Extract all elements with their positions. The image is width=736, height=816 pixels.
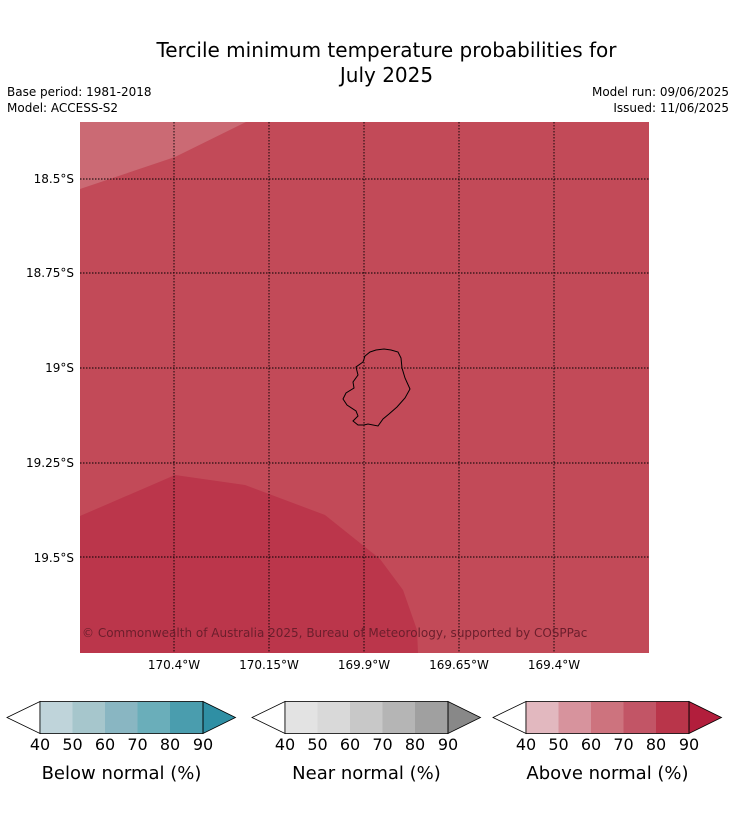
colorbar-near-normal: 40 50 60 70 80 90 Near normal (%) [251, 700, 482, 784]
colorbar-near-swatch-40-50 [285, 701, 318, 734]
colorbar-near-swatch-80-90 [415, 701, 448, 734]
meta-left: Base period: 1981-2018 Model: ACCESS-S2 [7, 84, 152, 116]
colorbar-above-label: Above normal (%) [526, 763, 689, 784]
lat-label-19: 19°S [45, 361, 74, 375]
colorbar-near-tick-40: 40 [274, 735, 296, 754]
colorbar-above-swatch-50-60 [558, 701, 591, 734]
colorbar-below-extend-max [202, 700, 237, 735]
lon-label-170-15: 170.15°W [239, 658, 299, 672]
colorbar-below-swatch-70-80 [137, 701, 170, 734]
colorbar-near-tick-90: 90 [437, 735, 459, 754]
issued-label: Issued: 11/06/2025 [613, 101, 729, 115]
colorbar-below-ticks: 40 50 60 70 80 90 [7, 736, 236, 756]
colorbar-above-tick-90: 90 [678, 735, 700, 754]
colorbar-near-tick-50: 50 [307, 735, 328, 754]
colorbar-below-swatch-60-70 [105, 701, 138, 734]
colorbar-below-extend-min [6, 700, 41, 735]
title-line-1: Tercile minimum temperature probabilitie… [156, 38, 617, 62]
lon-label-169-9: 169.9°W [337, 658, 391, 672]
colorbar-above-extend-max [688, 700, 723, 735]
colorbar-above-extend-min [492, 700, 527, 735]
colorbar-below-tick-60: 60 [94, 735, 116, 754]
colorbar-above-normal: 40 50 60 70 80 90 Above normal (%) [492, 700, 723, 784]
colorbar-near-ticks: 40 50 60 70 80 90 [252, 736, 481, 756]
lon-label-170-4: 170.4°W [147, 658, 201, 672]
colorbar-near-tick-70: 70 [372, 735, 393, 754]
colorbar-above-normal-svg [492, 700, 723, 735]
lat-label-18-75: 18.75°S [26, 266, 74, 280]
lat-label-18-5: 18.5°S [33, 172, 74, 186]
colorbar-below-swatch-80-90 [170, 701, 203, 734]
region-60-70 [80, 122, 246, 189]
colorbar-below-label: Below normal (%) [41, 763, 202, 784]
colorbar-near-swatch-70-80 [382, 701, 415, 734]
colorbar-above-tick-50: 50 [548, 735, 569, 754]
title-line-2: July 2025 [339, 63, 434, 87]
colorbar-above-frame [525, 701, 690, 734]
lon-label-169-4: 169.4°W [527, 658, 581, 672]
colorbar-below-tick-50: 50 [62, 735, 83, 754]
map-area[interactable] [80, 122, 649, 653]
map-title: Tercile minimum temperature probabilitie… [0, 38, 736, 88]
colorbar-near-label: Near normal (%) [292, 763, 441, 784]
colorbar-near-extend-max [447, 700, 482, 735]
niue-island-outline [342, 348, 411, 427]
colorbar-above-swatch-80-90 [656, 701, 689, 734]
lon-label-169-65: 169.65°W [429, 658, 489, 672]
colorbar-below-tick-80: 80 [159, 735, 181, 754]
lat-label-19-25: 19.25°S [26, 456, 74, 470]
colorbar-below-normal: 40 50 60 70 80 90 Below normal (%) [6, 700, 237, 784]
colorbar-above-tick-60: 60 [580, 735, 602, 754]
colorbar-near-frame [284, 701, 449, 734]
colorbar-near-normal-svg [251, 700, 482, 735]
lat-label-19-5: 19.5°S [33, 551, 74, 565]
colorbar-above-tick-40: 40 [515, 735, 537, 754]
colorbar-near-tick-80: 80 [404, 735, 426, 754]
colorbar-above-tick-80: 80 [645, 735, 667, 754]
colorbar-above-tick-70: 70 [613, 735, 634, 754]
model-run-label: Model run: 09/06/2025 [591, 85, 729, 99]
map-svg [80, 122, 649, 653]
colorbar-below-normal-svg [6, 700, 237, 735]
colorbar-near-swatch-60-70 [350, 701, 383, 734]
colorbar-above-swatch-70-80 [623, 701, 656, 734]
colorbar-above-swatch-40-50 [526, 701, 559, 734]
colorbar-below-swatch-40-50 [40, 701, 73, 734]
copyright-notice: © Commonwealth of Australia 2025, Bureau… [82, 626, 588, 640]
colorbar-near-swatch-50-60 [317, 701, 350, 734]
colorbar-above-ticks: 40 50 60 70 80 90 [493, 736, 722, 756]
colorbar-near-tick-60: 60 [339, 735, 361, 754]
colorbar-below-frame [39, 701, 204, 734]
colorbar-below-swatch-50-60 [72, 701, 105, 734]
colorbar-below-tick-70: 70 [127, 735, 148, 754]
colorbar-above-swatch-60-70 [591, 701, 624, 734]
colorbar-below-tick-90: 90 [192, 735, 214, 754]
meta-right: Model run: 09/06/2025 Issued: 11/06/2025 [592, 84, 729, 116]
graticule [80, 122, 649, 653]
colorbar-near-extend-min [251, 700, 286, 735]
model-label: Model: ACCESS-S2 [7, 101, 119, 115]
colorbar-below-tick-40: 40 [29, 735, 51, 754]
base-period-label: Base period: 1981-2018 [7, 85, 152, 99]
region-80-90 [80, 475, 418, 653]
